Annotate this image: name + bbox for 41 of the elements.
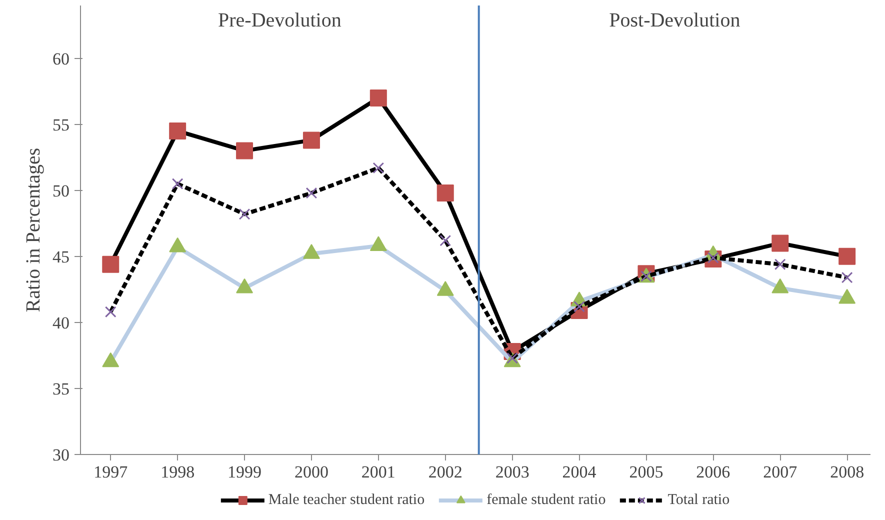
x-tick-label: 2005 — [629, 462, 664, 482]
x-tick-label: 2007 — [763, 462, 798, 482]
y-axis-title: Ratio in Percentages — [22, 148, 44, 312]
point — [838, 248, 856, 265]
x-tick-label: 2000 — [294, 462, 328, 482]
point — [440, 234, 452, 246]
y-tick-label: 45 — [52, 247, 70, 266]
y-tick-label: 50 — [52, 181, 70, 200]
annotation: Pre-Devolution — [218, 10, 342, 32]
legend-label: Total ratio — [668, 492, 730, 508]
legend-label: Male teacher student ratio — [268, 492, 425, 508]
annotation: Post-Devolution — [609, 10, 740, 32]
point — [306, 187, 318, 199]
point — [370, 89, 387, 106]
point — [102, 256, 120, 273]
x-tick-label: 2002 — [428, 462, 462, 482]
point — [172, 178, 184, 190]
x-tick-label: 2001 — [361, 462, 396, 482]
point — [436, 184, 454, 202]
point — [169, 122, 186, 140]
point — [104, 306, 116, 318]
y-tick-label: 30 — [52, 446, 70, 464]
point — [302, 132, 320, 149]
point — [236, 142, 254, 160]
legend-label: female student ratio — [486, 492, 606, 508]
point — [372, 162, 384, 174]
x-tick-label: 2008 — [830, 462, 864, 482]
y-tick-label: 60 — [52, 49, 70, 68]
point — [238, 208, 250, 220]
point — [772, 234, 789, 252]
y-tick-label: 35 — [52, 379, 70, 398]
x-tick-label: 2003 — [495, 462, 530, 482]
point — [841, 272, 853, 284]
x-tick-label: 2004 — [562, 462, 597, 482]
x-tick-label: 1997 — [94, 462, 128, 482]
y-tick-label: 40 — [52, 313, 70, 332]
x-tick-label: 2006 — [696, 462, 730, 482]
point — [774, 258, 786, 270]
x-tick-label: 1998 — [160, 462, 195, 482]
x-tick-label: 1999 — [228, 462, 262, 482]
y-tick-label: 55 — [52, 115, 70, 134]
